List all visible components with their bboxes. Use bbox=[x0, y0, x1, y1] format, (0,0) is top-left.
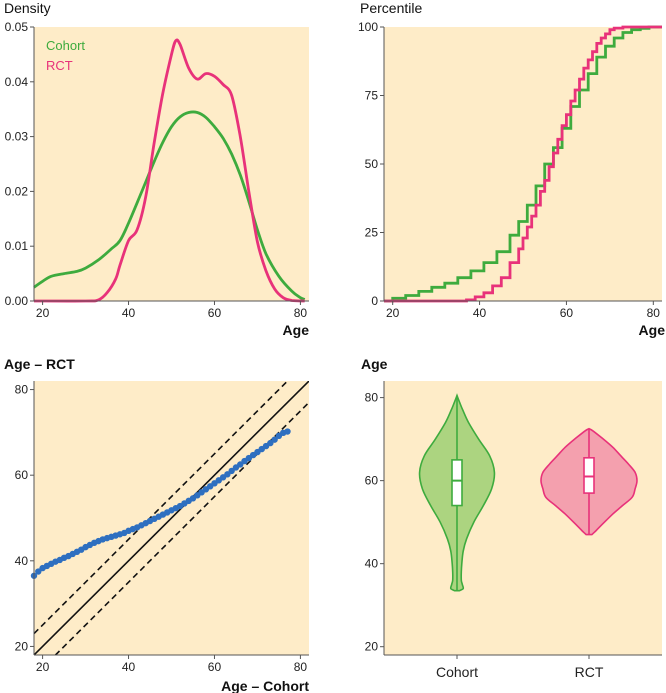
legend-cohort: Cohort bbox=[46, 38, 85, 53]
violin-category-rct: RCT bbox=[575, 664, 604, 680]
qq-point bbox=[35, 568, 42, 575]
qq-point bbox=[224, 471, 231, 478]
ecdf-x-tick-label: 40 bbox=[473, 306, 487, 320]
qq-point bbox=[271, 436, 278, 443]
violin-plot-area bbox=[384, 381, 662, 655]
qq-x-tick-label: 80 bbox=[294, 660, 308, 674]
qq-x-tick-label: 20 bbox=[36, 660, 50, 674]
qq-y-tick-label: 60 bbox=[15, 468, 29, 482]
qq-x-label: Age – Cohort bbox=[221, 678, 309, 693]
qq-x-tick-label: 40 bbox=[122, 660, 136, 674]
density-y-tick-label: 0.02 bbox=[5, 184, 29, 198]
qq-identity-line bbox=[34, 381, 309, 655]
qq-point bbox=[267, 439, 274, 447]
density-y-tick-label: 0.04 bbox=[5, 75, 29, 89]
legend-rct: RCT bbox=[46, 58, 73, 73]
density-title: Density bbox=[4, 0, 51, 16]
density-plot-area bbox=[34, 27, 309, 301]
violin-y-tick-label: 20 bbox=[365, 640, 379, 654]
ecdf-title: Percentile bbox=[360, 0, 422, 16]
ecdf-y-tick-label: 25 bbox=[365, 226, 379, 240]
ecdf-x-tick-label: 60 bbox=[560, 306, 574, 320]
qq-point bbox=[284, 428, 291, 435]
density-line-cohort bbox=[33, 110, 306, 301]
ecdf-y-tick-label: 0 bbox=[371, 294, 378, 308]
density-y-tick-label: 0.03 bbox=[5, 130, 29, 144]
violin-y-tick-label: 80 bbox=[365, 391, 379, 405]
qq-title: Age – RCT bbox=[4, 356, 75, 372]
qq-dashed-line bbox=[34, 381, 289, 635]
density-y-tick-label: 0.00 bbox=[5, 294, 29, 308]
ecdf-plot-area bbox=[384, 27, 662, 301]
density-x-tick-label: 60 bbox=[208, 306, 222, 320]
qq-point bbox=[237, 461, 244, 468]
qq-y-tick-label: 80 bbox=[15, 383, 29, 397]
density-x-tick-label: 40 bbox=[122, 306, 136, 320]
violin-category-cohort: Cohort bbox=[436, 664, 478, 680]
density-x-tick-label: 80 bbox=[294, 306, 308, 320]
ecdf-line-cohort bbox=[384, 25, 662, 303]
violin-title: Age bbox=[361, 356, 388, 372]
ecdf-y-tick-label: 75 bbox=[365, 89, 379, 103]
density-x-label: Age bbox=[283, 322, 310, 338]
density-line-rct bbox=[33, 38, 305, 303]
density-y-tick-label: 0.01 bbox=[5, 239, 29, 253]
qq-x-tick-label: 60 bbox=[208, 660, 222, 674]
ecdf-y-tick-label: 100 bbox=[358, 20, 378, 34]
violin-box-cohort bbox=[451, 459, 463, 507]
ecdf-x-tick-label: 20 bbox=[386, 306, 400, 320]
qq-point bbox=[228, 467, 235, 475]
violin-box-rct bbox=[583, 457, 595, 494]
density-y-tick-label: 0.05 bbox=[5, 20, 29, 34]
density-x-tick-label: 20 bbox=[36, 306, 50, 320]
violin-y-tick-label: 60 bbox=[365, 474, 379, 488]
ecdf-y-tick-label: 50 bbox=[365, 157, 379, 171]
ecdf-x-tick-label: 80 bbox=[647, 306, 661, 320]
ecdf-line-rct bbox=[384, 25, 662, 303]
qq-y-tick-label: 20 bbox=[15, 639, 29, 653]
ecdf-x-label: Age bbox=[639, 322, 666, 338]
violin-y-tick-label: 40 bbox=[365, 557, 379, 571]
qq-y-tick-label: 40 bbox=[15, 554, 29, 568]
